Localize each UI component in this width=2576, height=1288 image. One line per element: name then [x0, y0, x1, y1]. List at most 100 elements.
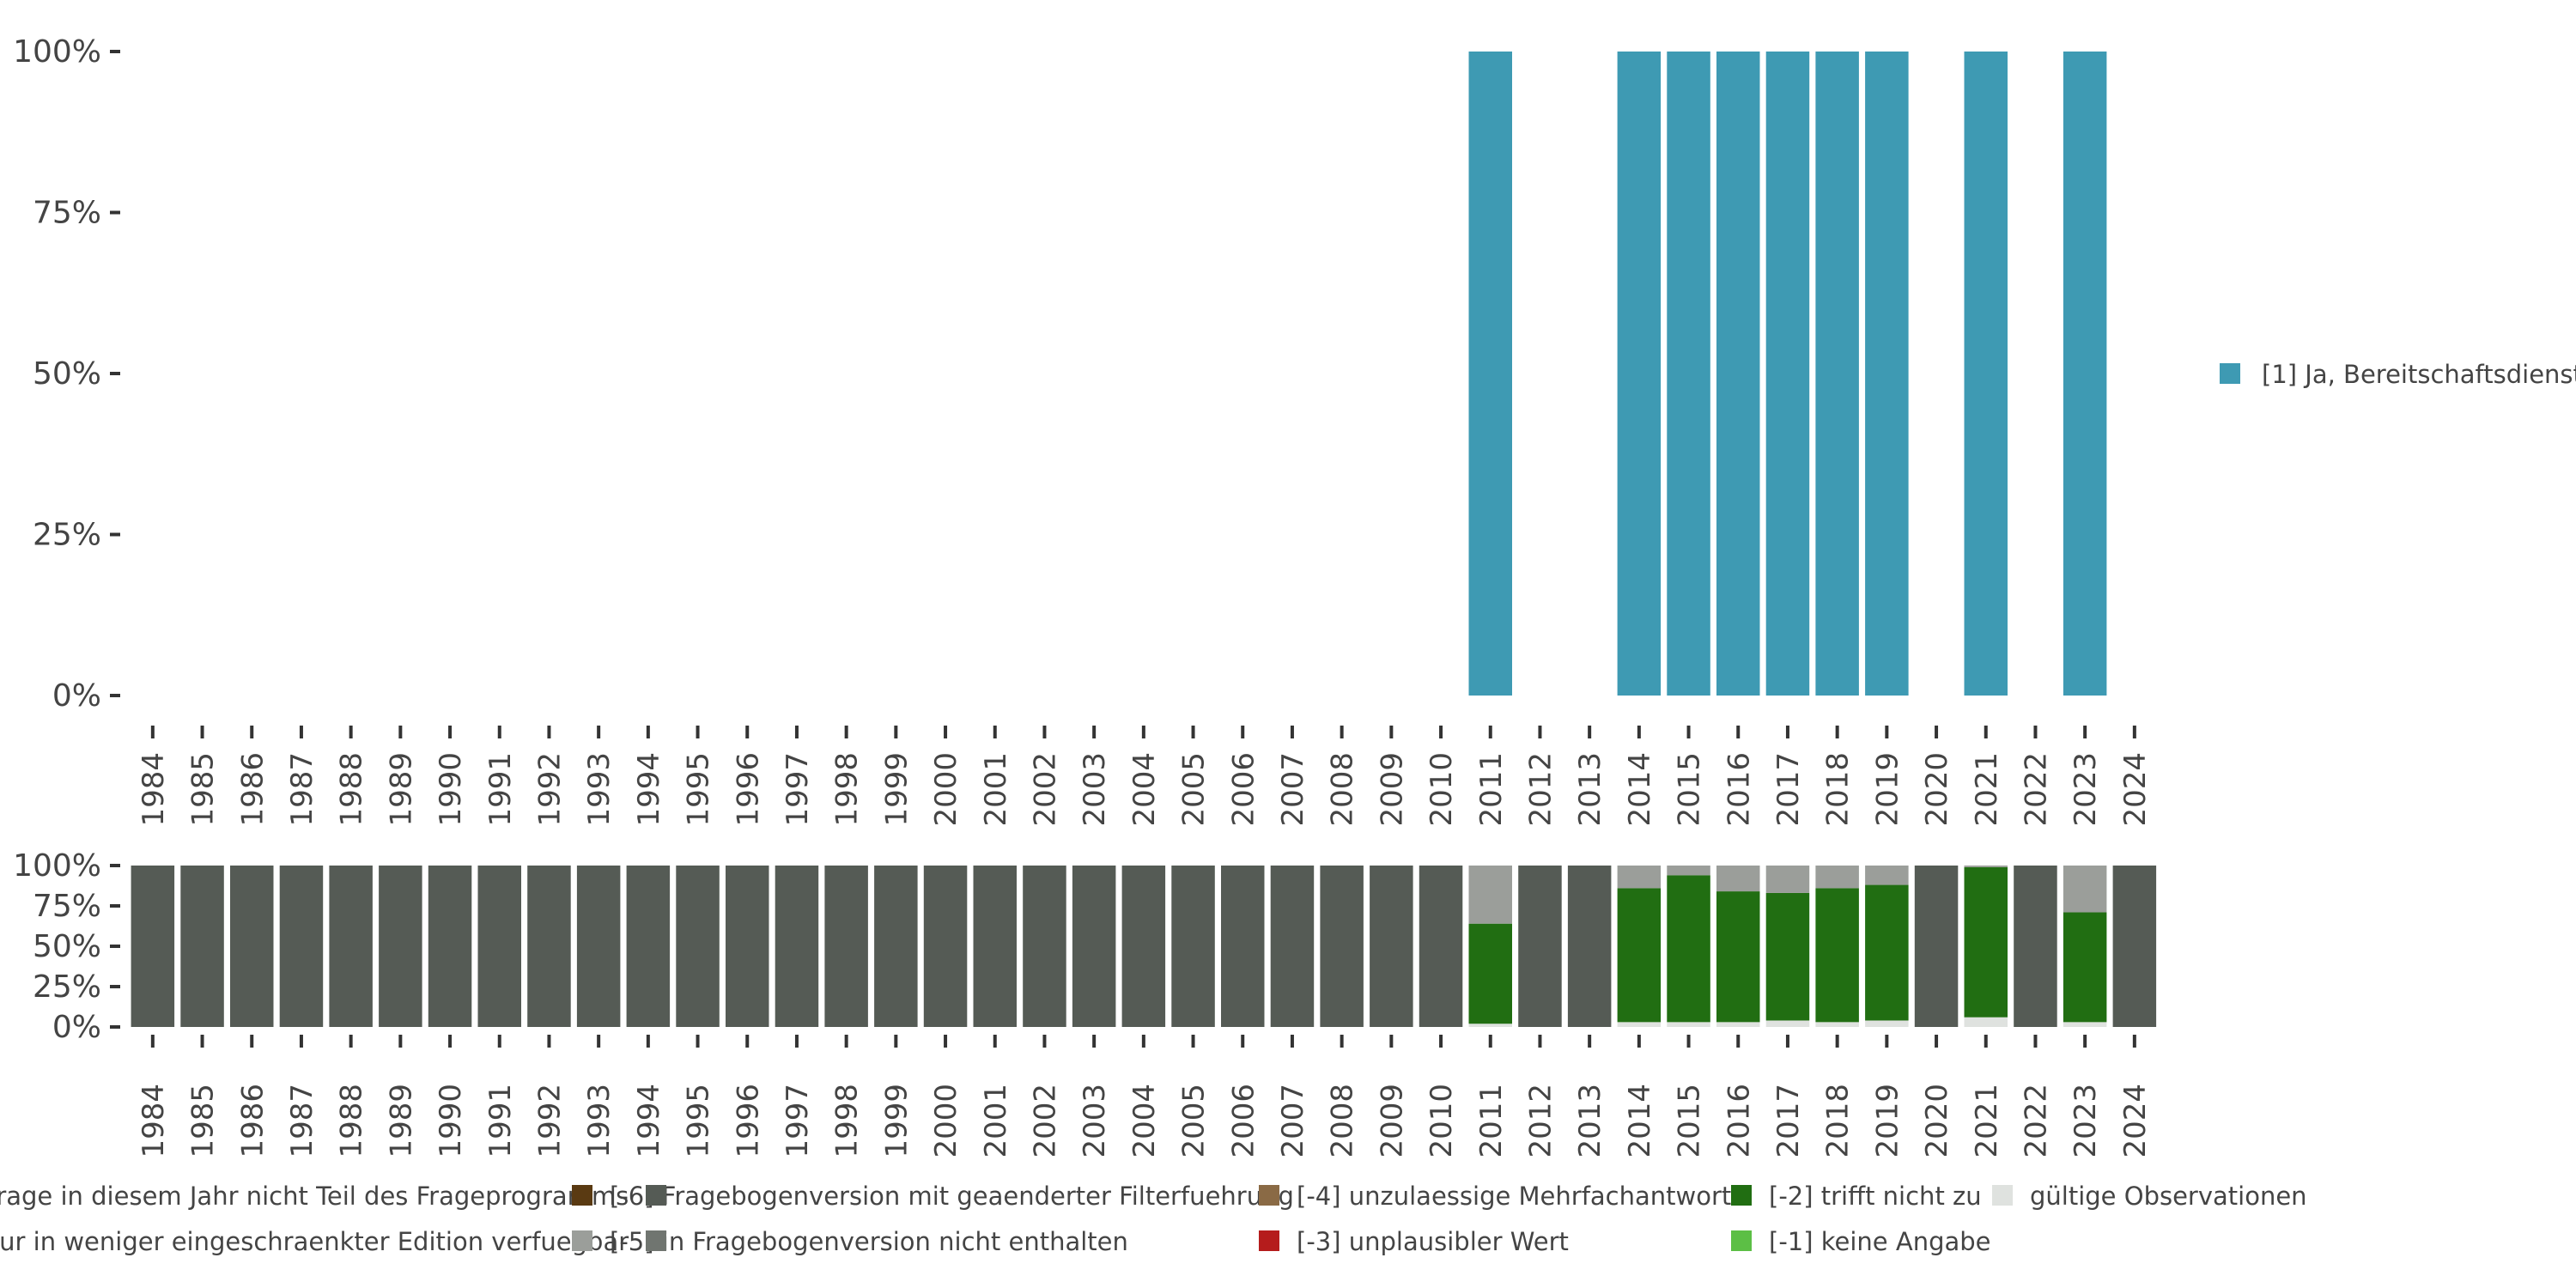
legend-label: [-2] trifft nicht zu [1769, 1182, 1982, 1211]
x-tick-label: 1994 [632, 752, 666, 827]
bar-segment [1667, 866, 1710, 876]
x-tick-label: 1990 [434, 1084, 468, 1158]
x-tick-label: 2020 [1920, 1084, 1954, 1158]
top-chart: 0% 25% 50% 75% 100% 1984 1985 1986 1987 1988 1989 1… [13, 34, 2153, 827]
bar-segment [1468, 1024, 1512, 1027]
x-tick-label: 1989 [384, 752, 418, 827]
x-tick-label: 2017 [1771, 1084, 1806, 1158]
x-tick-label: 1991 [483, 1084, 518, 1158]
x-tick-label: 2023 [2069, 752, 2103, 827]
legend-label: [-1] keine Angabe [1769, 1227, 1991, 1256]
bar-segment [726, 866, 769, 1027]
x-tick-label: 1997 [781, 1084, 815, 1158]
bar-segment [576, 866, 621, 1027]
legend-label: [-8] Frage in diesem Jahr nicht Teil des… [0, 1182, 629, 1211]
legend-label: [-6] Fragebogenversion mit geaenderter F… [610, 1182, 1294, 1211]
bar-segment [2063, 1022, 2107, 1027]
bar-segment [1865, 1020, 1909, 1027]
x-tick-label: 2005 [1177, 752, 1212, 827]
x-tick-label: 2001 [979, 1084, 1013, 1158]
bar-segment [923, 866, 968, 1027]
legend-swatch [1259, 1185, 1279, 1206]
bar-segment [477, 866, 521, 1027]
bar-segment [676, 866, 720, 1027]
x-tick-label: 2010 [1425, 752, 1459, 827]
x-tick-label: 2016 [1722, 1084, 1756, 1158]
x-tick-label: 1998 [830, 752, 865, 827]
bar-segment [1468, 52, 1512, 696]
x-tick-label: 1985 [186, 752, 221, 827]
bar-segment [180, 866, 224, 1027]
x-tick-label: 1997 [781, 752, 815, 827]
x-tick-label: 1984 [137, 752, 171, 827]
x-tick-label: 1986 [235, 752, 270, 827]
x-tick-label: 2021 [1970, 1084, 2004, 1158]
x-tick-label: 1999 [879, 1084, 914, 1158]
bar-segment [1716, 891, 1760, 1023]
y-tick-label: 50% [33, 356, 101, 392]
x-tick-label: 1992 [532, 1084, 567, 1158]
bar-segment [131, 866, 175, 1027]
x-tick-label: 1996 [731, 752, 765, 827]
x-tick-label: 2009 [1375, 752, 1409, 827]
bar-segment [1468, 866, 1512, 924]
y-tick-label: 50% [33, 929, 101, 964]
bar-segment [1667, 875, 1710, 1023]
x-tick-label: 1996 [731, 1084, 765, 1158]
x-tick-label: 2024 [2118, 752, 2153, 827]
legend-label: [-4] unzulaessige Mehrfachantwort [1297, 1182, 1731, 1211]
bar-segment [1370, 866, 1413, 1027]
x-tick-label: 2022 [2019, 752, 2053, 827]
x-tick-label: 2019 [1870, 1084, 1905, 1158]
bar-segment [1716, 866, 1760, 892]
y-tick-label: 100% [13, 34, 101, 70]
bar-segment [1716, 1022, 1760, 1027]
bar-segment [973, 866, 1017, 1027]
x-tick-label: 2003 [1078, 1084, 1112, 1158]
x-tick-label: 2006 [1226, 752, 1261, 827]
x-tick-label: 2016 [1722, 752, 1756, 827]
x-tick-label: 2000 [929, 752, 963, 827]
bar-segment [1270, 866, 1315, 1027]
bar-segment [1221, 866, 1265, 1027]
x-tick-label: 2012 [1523, 752, 1558, 827]
x-tick-label: 2017 [1771, 752, 1806, 827]
bar-segment [1914, 866, 1959, 1027]
bar-segment [1617, 52, 1662, 696]
bar-segment [1667, 1022, 1710, 1027]
x-tick-label: 2003 [1078, 752, 1112, 827]
x-tick-label: 1995 [682, 752, 716, 827]
x-tick-label: 2004 [1127, 1084, 1162, 1158]
legend-label: gültige Observationen [2030, 1182, 2307, 1211]
x-tick-label: 2007 [1276, 1084, 1310, 1158]
x-tick-label: 2011 [1474, 752, 1509, 827]
x-tick-label: 1993 [582, 1084, 617, 1158]
x-tick-label: 1989 [384, 1084, 418, 1158]
bar-segment [379, 866, 422, 1027]
x-tick-label: 1992 [532, 752, 567, 827]
x-tick-label: 2008 [1326, 1084, 1360, 1158]
bar-segment [1518, 866, 1562, 1027]
x-tick-label: 2018 [1821, 1084, 1856, 1158]
bar-segment [2063, 52, 2107, 696]
y-tick-label: 25% [33, 518, 101, 553]
x-tick-label: 2024 [2118, 1084, 2153, 1158]
x-tick-label: 1987 [285, 752, 319, 827]
legend-swatch [646, 1230, 666, 1251]
bar-segment [2063, 912, 2107, 1023]
bar-segment [1865, 52, 1909, 696]
x-tick-label: 1988 [335, 1084, 369, 1158]
legend-swatch [1731, 1230, 1752, 1251]
bar-segment [1667, 52, 1710, 696]
bar-segment [2063, 866, 2107, 913]
x-tick-label: 2008 [1326, 752, 1360, 827]
legend-label: [-5] in Fragebogenversion nicht enthalte… [610, 1227, 1128, 1256]
x-tick-label: 2018 [1821, 752, 1856, 827]
x-tick-label: 2007 [1276, 752, 1310, 827]
bar-segment [1865, 866, 1909, 885]
bottom-legend: [-8] Frage in diesem Jahr nicht Teil des… [0, 1182, 2307, 1256]
x-tick-label: 1984 [137, 1084, 171, 1158]
x-tick-label: 2021 [1970, 752, 2004, 827]
legend-swatch [646, 1185, 666, 1206]
